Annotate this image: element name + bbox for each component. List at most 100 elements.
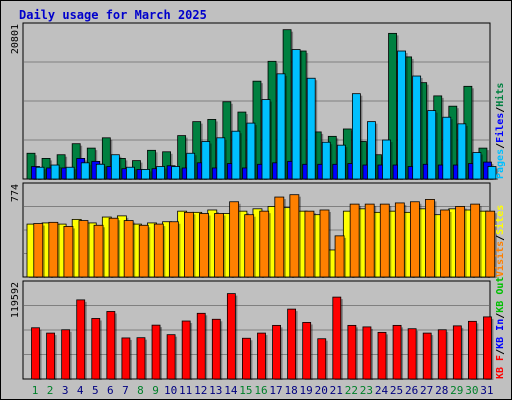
- mid_panel-legend: Visits/Sites: [494, 205, 506, 277]
- day-label: 5: [92, 384, 99, 397]
- day-label: 22: [345, 384, 358, 397]
- day-label: 11: [179, 384, 192, 397]
- pages-bar: [110, 154, 120, 180]
- day-label: 27: [420, 384, 433, 397]
- pages-bar: [50, 164, 60, 180]
- pages-bar: [442, 116, 452, 180]
- day-label: 29: [450, 384, 463, 397]
- pages-bar: [171, 166, 181, 180]
- pages-bar: [382, 139, 391, 180]
- mid_panel-max-label: 774: [10, 184, 21, 202]
- pages-bar: [487, 166, 497, 180]
- kb-f-bar: [483, 316, 492, 380]
- day-label: 19: [300, 384, 313, 397]
- day-label: 20: [315, 384, 328, 397]
- mid_panel-legend-item: /: [495, 235, 506, 241]
- kb-f-bar: [452, 325, 462, 380]
- sites-bar: [289, 194, 300, 278]
- day-label: 10: [164, 384, 177, 397]
- pages-bar: [231, 130, 241, 180]
- day-label: 31: [480, 384, 493, 397]
- kb-f-bar: [437, 329, 447, 380]
- day-label: 1: [32, 384, 39, 397]
- day-label: 13: [209, 384, 222, 397]
- sites-bar: [455, 206, 465, 278]
- kb-f-bar: [106, 311, 116, 380]
- mid_panel-legend-item: Sites: [494, 205, 506, 235]
- sites-bar: [33, 223, 44, 278]
- kb-f-bar: [392, 324, 402, 380]
- hits-bar: [388, 32, 397, 180]
- pages-bar: [156, 166, 165, 180]
- day-label: 26: [405, 384, 418, 397]
- top_panel-legend: Pages/Files/Hits: [494, 83, 506, 179]
- sites-bar: [349, 203, 360, 278]
- pages-bar: [427, 110, 437, 180]
- kb-f-bar: [257, 332, 266, 380]
- kb-f-bar: [61, 329, 71, 380]
- sites-bar: [168, 221, 179, 278]
- bottom_panel-legend-item: KB Out: [495, 277, 506, 313]
- sites-bar: [138, 224, 149, 278]
- top_panel-legend-item: Pages: [495, 149, 506, 179]
- sites-bar: [123, 220, 134, 278]
- pages-bar: [186, 152, 196, 180]
- pages-bar: [291, 49, 301, 180]
- day-label: 28: [435, 384, 448, 397]
- kb-f-bar: [46, 332, 55, 380]
- chart-title: Daily usage for March 2025: [19, 8, 207, 22]
- sites-bar: [425, 199, 435, 278]
- pages-bar: [65, 166, 75, 180]
- day-label: 14: [224, 384, 238, 397]
- top_panel-legend-item: Files: [494, 113, 506, 143]
- sites-bar: [334, 235, 345, 278]
- sites-bar: [108, 217, 119, 278]
- day-label: 2: [47, 384, 54, 397]
- pages-bar: [216, 137, 226, 180]
- hits-bar: [192, 121, 202, 180]
- kb-f-bar: [317, 338, 327, 380]
- pages-bar: [95, 163, 105, 180]
- sites-bar: [304, 210, 315, 278]
- top_panel-legend-item: /: [495, 107, 506, 113]
- pages-bar: [351, 93, 361, 180]
- top_panel-legend-item: /: [495, 143, 506, 149]
- kb-f-bar: [121, 337, 131, 380]
- kb-f-bar: [347, 324, 357, 380]
- sites-bar: [63, 226, 74, 278]
- pages-bar: [141, 169, 150, 180]
- kb-f-bar: [302, 322, 312, 380]
- pages-bar: [306, 77, 316, 180]
- day-label: 21: [330, 384, 343, 397]
- kb-f-bar: [377, 331, 387, 380]
- day-label: 24: [375, 384, 389, 397]
- kb-f-bar: [332, 296, 342, 380]
- kb-f-bar: [166, 334, 176, 380]
- sites-bar: [274, 196, 285, 278]
- sites-bar: [78, 220, 89, 278]
- pages-bar: [412, 75, 422, 180]
- sites-bar: [470, 203, 481, 278]
- kb-f-bar: [272, 324, 281, 380]
- sites-bar: [485, 210, 496, 278]
- day-label: 7: [122, 384, 129, 397]
- sites-bar: [394, 202, 405, 278]
- pages-bar: [126, 166, 135, 180]
- pages-bar: [35, 166, 45, 180]
- kb-f-bar: [76, 299, 86, 380]
- sites-bar: [364, 203, 375, 278]
- day-label: 25: [390, 384, 403, 397]
- kb-f-bar: [136, 337, 146, 380]
- day-label: 6: [107, 384, 114, 397]
- sites-bar: [93, 224, 104, 278]
- bottom_panel-legend-item: /: [495, 313, 506, 319]
- day-label: 12: [194, 384, 207, 397]
- kb-f-bar: [211, 318, 221, 380]
- top_panel-max-label: 20801: [10, 24, 21, 54]
- sites-bar: [229, 201, 240, 278]
- hits-bar: [177, 135, 187, 180]
- sites-bar: [48, 221, 59, 278]
- pages-bar: [276, 73, 286, 180]
- sites-bar: [440, 209, 450, 278]
